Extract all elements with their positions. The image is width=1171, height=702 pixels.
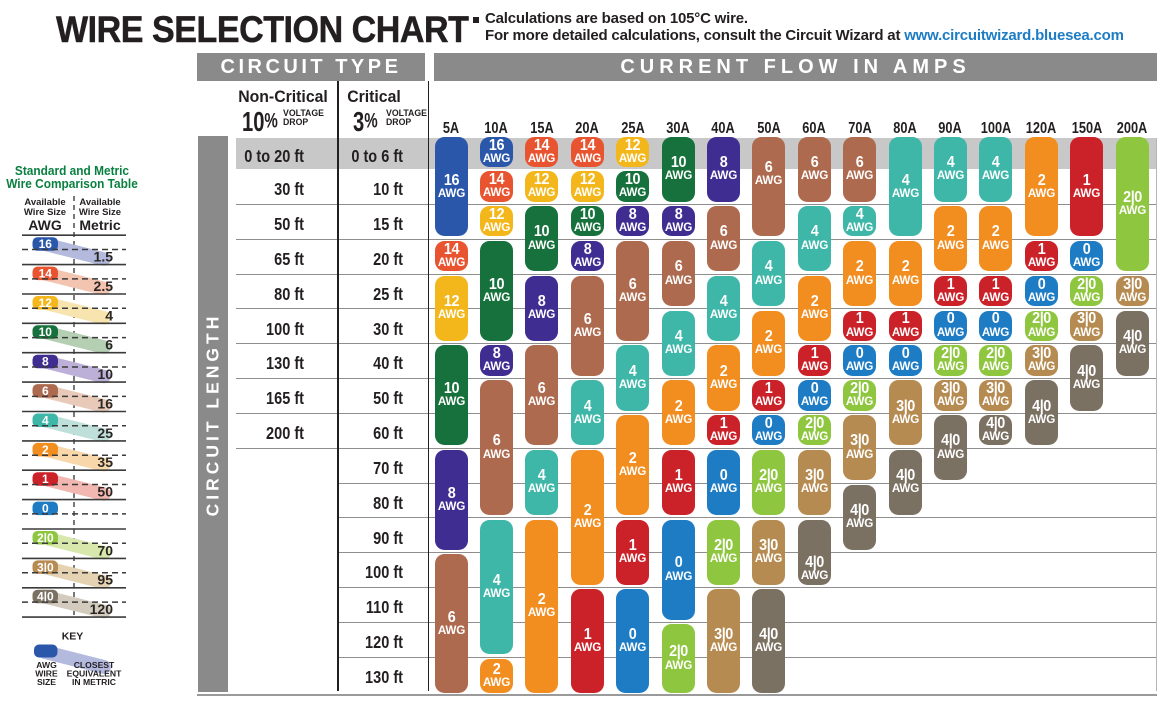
svg-text:120: 120 (90, 601, 114, 617)
svg-text:KEY: KEY (62, 631, 84, 643)
svg-text:16: 16 (97, 395, 113, 411)
svg-text:2: 2 (42, 443, 49, 457)
svg-text:IN METRIC: IN METRIC (72, 677, 116, 687)
svg-text:50: 50 (97, 484, 113, 500)
svg-text:70: 70 (97, 542, 113, 558)
svg-text:6: 6 (105, 337, 113, 353)
svg-text:4: 4 (42, 413, 49, 427)
svg-text:SIZE: SIZE (37, 677, 56, 687)
svg-text:12: 12 (39, 296, 53, 310)
svg-text:1: 1 (42, 472, 49, 486)
svg-text:Wire Size: Wire Size (79, 207, 121, 218)
svg-text:25: 25 (97, 425, 113, 441)
svg-text:4|0: 4|0 (37, 590, 54, 604)
svg-text:2|0: 2|0 (37, 531, 54, 545)
svg-text:1.5: 1.5 (94, 249, 114, 265)
svg-text:Metric: Metric (79, 217, 120, 233)
svg-text:10: 10 (97, 366, 113, 382)
svg-text:35: 35 (97, 454, 113, 470)
svg-text:6: 6 (42, 384, 49, 398)
svg-text:AWG: AWG (36, 660, 57, 670)
svg-text:2.5: 2.5 (94, 278, 114, 294)
svg-text:14: 14 (39, 267, 53, 281)
svg-text:CLOSEST: CLOSEST (74, 660, 115, 670)
svg-text:Wire Size: Wire Size (24, 207, 66, 218)
svg-text:10: 10 (39, 325, 53, 339)
svg-text:Standard and Metric: Standard and Metric (15, 163, 129, 178)
svg-text:95: 95 (97, 572, 113, 588)
svg-text:AWG: AWG (28, 217, 62, 233)
svg-text:Wire Comparison Table: Wire Comparison Table (6, 176, 138, 191)
svg-text:Available: Available (24, 197, 65, 208)
svg-text:WIRE: WIRE (35, 669, 58, 679)
svg-text:16: 16 (39, 237, 53, 251)
svg-text:EQUIVALENT: EQUIVALENT (67, 669, 122, 679)
svg-text:3|0: 3|0 (37, 560, 54, 574)
svg-text:8: 8 (42, 355, 49, 369)
svg-text:Available: Available (79, 197, 120, 208)
svg-text:0: 0 (42, 502, 49, 516)
svg-text:4: 4 (105, 307, 113, 323)
